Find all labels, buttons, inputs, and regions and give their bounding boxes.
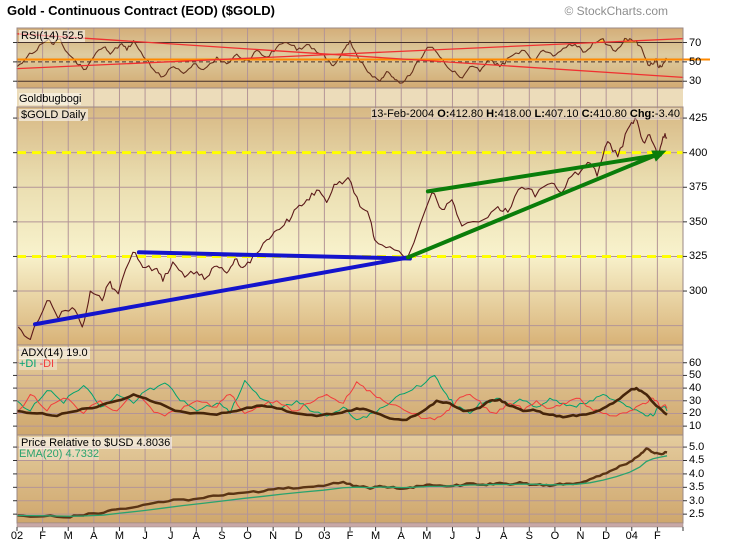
y-axis-tick-gold-300: 300 (689, 285, 708, 298)
adx-legend-di: -DI (39, 358, 55, 370)
ohlc-key: L: (534, 108, 545, 120)
x-axis-month-label: M (114, 530, 125, 542)
x-axis-month-label: N (269, 530, 278, 542)
x-axis-month-label: O (243, 530, 252, 542)
x-axis-month-label: A (397, 530, 405, 542)
price-relative-label: Price Relative to $USD 4.8036 (19, 437, 173, 449)
ohlc-value: 407.10 (544, 108, 582, 120)
y-axis-tick-adx-50: 50 (689, 369, 702, 382)
x-axis-month-label: 03 (318, 530, 331, 542)
x-axis-month-label: 04 (625, 530, 638, 542)
adx-legend-di: +DI (19, 358, 37, 370)
y-axis-tick-rsi-50: 50 (689, 55, 702, 68)
x-axis-month-label: A (90, 530, 98, 542)
x-axis-month-label: F (39, 530, 46, 542)
y-axis-tick-prel-4.0: 4.0 (689, 467, 705, 480)
y-axis-tick-prel-4.5: 4.5 (689, 454, 705, 467)
x-axis-month-label: A (500, 530, 508, 542)
x-axis-month-label: D (602, 530, 611, 542)
page-title: Gold - Continuous Contract (EOD) ($GOLD) (7, 3, 275, 18)
ohlc-value: 418.00 (497, 108, 535, 120)
x-axis-month-label: J (167, 530, 174, 542)
x-axis-month-label: D (294, 530, 303, 542)
y-axis-tick-prel-5.0: 5.0 (689, 441, 705, 454)
y-axis-tick-gold-400: 400 (689, 146, 708, 159)
y-axis-tick-gold-325: 325 (689, 250, 708, 263)
y-axis-tick-gold-425: 425 (689, 112, 708, 125)
ohlc-key: H: (486, 108, 498, 120)
ohlc-value: 13-Feb-2004 (371, 108, 438, 120)
ohlc-key: Chg: (629, 108, 655, 120)
rsi-label: RSI(14) 52.5 (19, 30, 86, 42)
y-axis-tick-gold-350: 350 (689, 215, 708, 228)
user-annotation: Goldbugbogi (19, 93, 82, 105)
y-axis-tick-adx-60: 60 (689, 356, 702, 369)
ohlc-value: 412.80 (449, 108, 487, 120)
y-axis-tick-rsi-30: 30 (689, 75, 702, 88)
y-axis-tick-prel-3.0: 3.0 (689, 494, 705, 507)
ohlc-value: -3.40 (654, 108, 680, 120)
x-axis-month-label: M (63, 530, 73, 542)
y-axis-tick-adx-20: 20 (689, 407, 702, 420)
x-axis-month-label: F (346, 530, 354, 542)
symbol-label: $GOLD Daily (19, 109, 88, 121)
x-axis-month-label: O (550, 530, 560, 542)
x-axis-month-label: J (449, 530, 456, 542)
adx-label: ADX(14) 19.0 (19, 347, 90, 359)
x-axis-month-label: J (142, 530, 148, 542)
y-axis-tick-adx-10: 10 (689, 420, 702, 433)
x-axis-month-label: F (654, 530, 661, 542)
y-axis-tick-prel-2.5: 2.5 (689, 508, 705, 521)
ema-label: EMA(20) 4.7332 (19, 448, 100, 460)
y-axis-tick-adx-40: 40 (689, 382, 702, 395)
x-axis-month-label: S (525, 530, 533, 542)
adx-legend: +DI -DI (19, 358, 58, 370)
y-axis-tick-adx-30: 30 (689, 394, 702, 407)
x-axis-month-label: A (192, 530, 200, 542)
x-axis-month-label: M (422, 530, 432, 542)
y-axis-tick-rsi-70: 70 (689, 36, 702, 49)
x-axis-month-label: M (371, 530, 381, 542)
y-axis-tick-prel-3.5: 3.5 (689, 481, 705, 494)
x-axis-month-label: 02 (10, 530, 24, 542)
y-axis-tick-gold-375: 375 (689, 181, 708, 194)
ohlc-info: 13-Feb-2004 O:412.80 H:418.00 L:407.10 C… (371, 108, 680, 120)
x-axis-month-label: J (475, 530, 481, 542)
ohlc-value: 410.80 (593, 108, 630, 120)
ohlc-key: O: (437, 108, 450, 120)
x-axis-month-label: N (576, 530, 585, 542)
watermark: © StockCharts.com (564, 4, 668, 18)
ohlc-key: C: (581, 108, 594, 120)
x-axis-month-label: S (218, 530, 226, 542)
